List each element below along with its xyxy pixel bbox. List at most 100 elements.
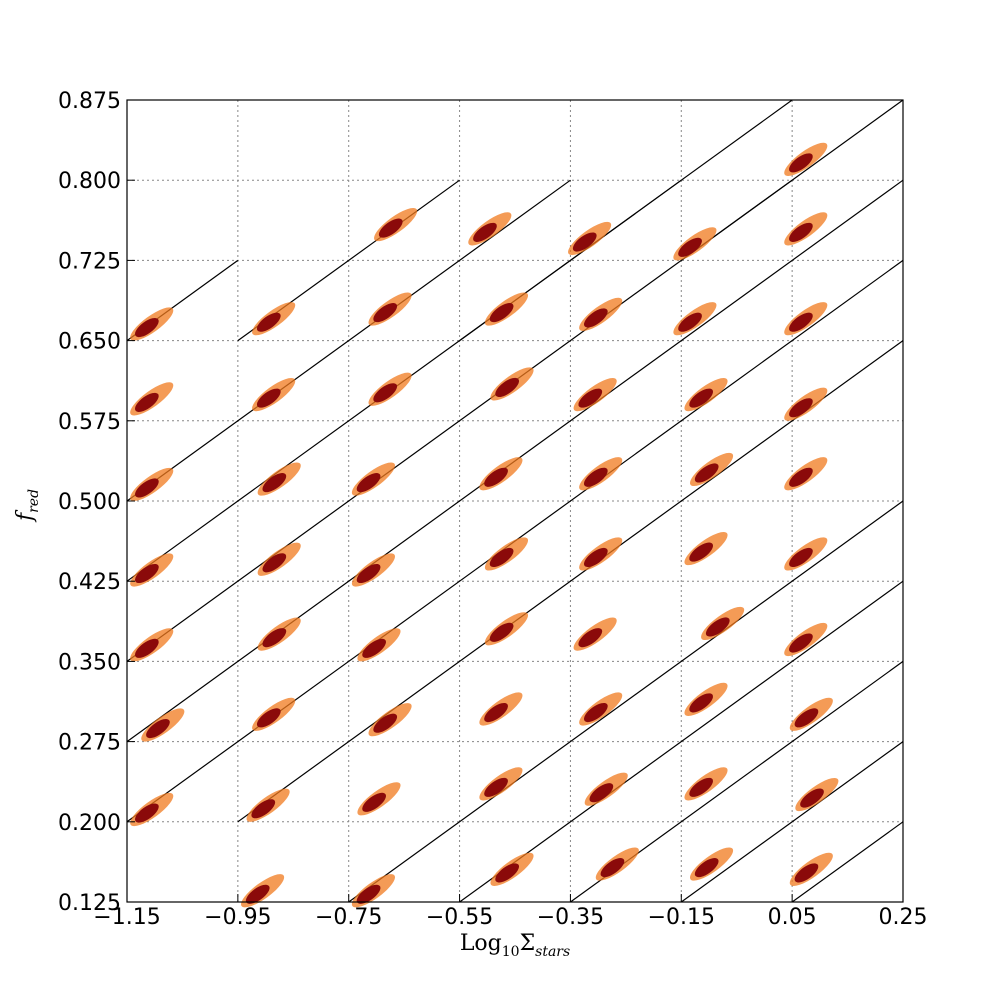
cluster-core <box>600 858 625 878</box>
cluster-core <box>362 792 386 812</box>
y-axis-label: fred <box>13 489 42 523</box>
cluster-core <box>789 633 813 653</box>
cluster <box>689 452 734 487</box>
cluster <box>130 382 174 416</box>
cluster-core <box>794 708 819 728</box>
cluster <box>584 772 628 806</box>
x-tick-label: −0.95 <box>204 905 271 930</box>
cluster <box>479 767 523 801</box>
x-label-part: stars <box>535 944 570 960</box>
cluster <box>789 697 833 731</box>
cluster <box>784 622 828 657</box>
cluster-core <box>484 702 508 723</box>
cluster-core <box>135 803 159 823</box>
cluster <box>252 378 296 412</box>
cluster-core <box>583 547 608 568</box>
cluster-core <box>495 377 520 397</box>
cluster-core <box>789 547 813 568</box>
y-tick-label: 0.575 <box>58 410 121 435</box>
cluster <box>673 302 717 336</box>
cluster <box>795 777 839 812</box>
cluster <box>130 792 174 827</box>
y-tick-label: 0.800 <box>58 169 121 194</box>
x-label-part: Log <box>460 931 502 956</box>
cluster <box>351 553 395 587</box>
cluster-core <box>794 863 819 883</box>
cluster-core <box>262 553 287 573</box>
reference-line <box>348 500 904 903</box>
cluster-core <box>256 388 281 408</box>
cluster-core <box>689 542 714 562</box>
cluster-core <box>705 617 730 637</box>
cluster <box>784 387 828 421</box>
reference-line <box>791 821 904 903</box>
cluster-core <box>689 777 714 797</box>
cluster-core <box>135 318 159 338</box>
cluster <box>579 537 623 571</box>
cluster-core <box>356 884 381 904</box>
cluster <box>784 537 828 571</box>
cluster-core <box>356 473 381 493</box>
y-tick-label: 0.500 <box>58 490 121 515</box>
cluster <box>257 542 301 576</box>
cluster-core <box>583 308 608 328</box>
cluster <box>351 462 395 496</box>
cluster-core <box>245 884 270 904</box>
reference-line <box>570 99 793 261</box>
cluster-core <box>135 392 159 412</box>
cluster <box>484 537 529 571</box>
cluster <box>684 531 728 566</box>
cluster <box>595 847 639 881</box>
cluster <box>368 292 412 326</box>
y-label-part: red <box>26 489 42 513</box>
cluster-core <box>135 478 159 498</box>
cluster-core <box>484 467 508 487</box>
cluster-core <box>378 218 403 238</box>
cluster <box>784 142 828 176</box>
cluster-core <box>694 858 719 878</box>
cluster-core <box>572 232 597 252</box>
x-tick-label: −0.55 <box>426 905 493 930</box>
reference-line <box>237 340 904 823</box>
cluster-core <box>489 547 514 568</box>
y-tick-label: 0.200 <box>58 811 121 836</box>
cluster-core <box>689 693 714 713</box>
cluster <box>252 302 296 336</box>
cluster-core <box>251 799 276 819</box>
cluster-core <box>789 222 813 242</box>
x-tick-label: 0.05 <box>768 905 817 930</box>
cluster-core <box>789 398 813 418</box>
cluster-core <box>356 563 381 584</box>
cluster <box>573 617 617 651</box>
cluster-core <box>373 303 398 323</box>
cluster-core <box>146 719 170 739</box>
x-tick-label: −1.15 <box>93 905 160 930</box>
cluster-core <box>262 628 287 648</box>
cluster-core <box>362 638 386 658</box>
cluster-core <box>689 388 714 408</box>
cluster <box>257 617 301 651</box>
y-tick-label: 0.725 <box>58 249 121 274</box>
y-tick-label: 0.125 <box>58 891 121 916</box>
cluster-core <box>484 777 508 797</box>
reference-line <box>680 99 904 261</box>
cluster <box>130 628 174 662</box>
cluster <box>246 788 290 822</box>
cluster <box>579 692 623 726</box>
cluster-core <box>678 312 702 332</box>
cluster <box>573 378 617 412</box>
cluster-core <box>135 563 159 584</box>
cluster <box>689 847 734 881</box>
x-tick-label: −0.35 <box>537 905 604 930</box>
cluster <box>579 297 623 332</box>
cluster <box>684 378 728 412</box>
cluster <box>684 682 728 716</box>
cluster-core <box>589 783 614 803</box>
cluster <box>484 612 529 646</box>
cluster <box>479 692 523 726</box>
cluster-core <box>578 388 603 408</box>
cluster-core <box>789 312 813 332</box>
cluster-core <box>256 708 281 728</box>
x-tick-label: −0.75 <box>315 905 382 930</box>
cluster <box>130 467 174 502</box>
